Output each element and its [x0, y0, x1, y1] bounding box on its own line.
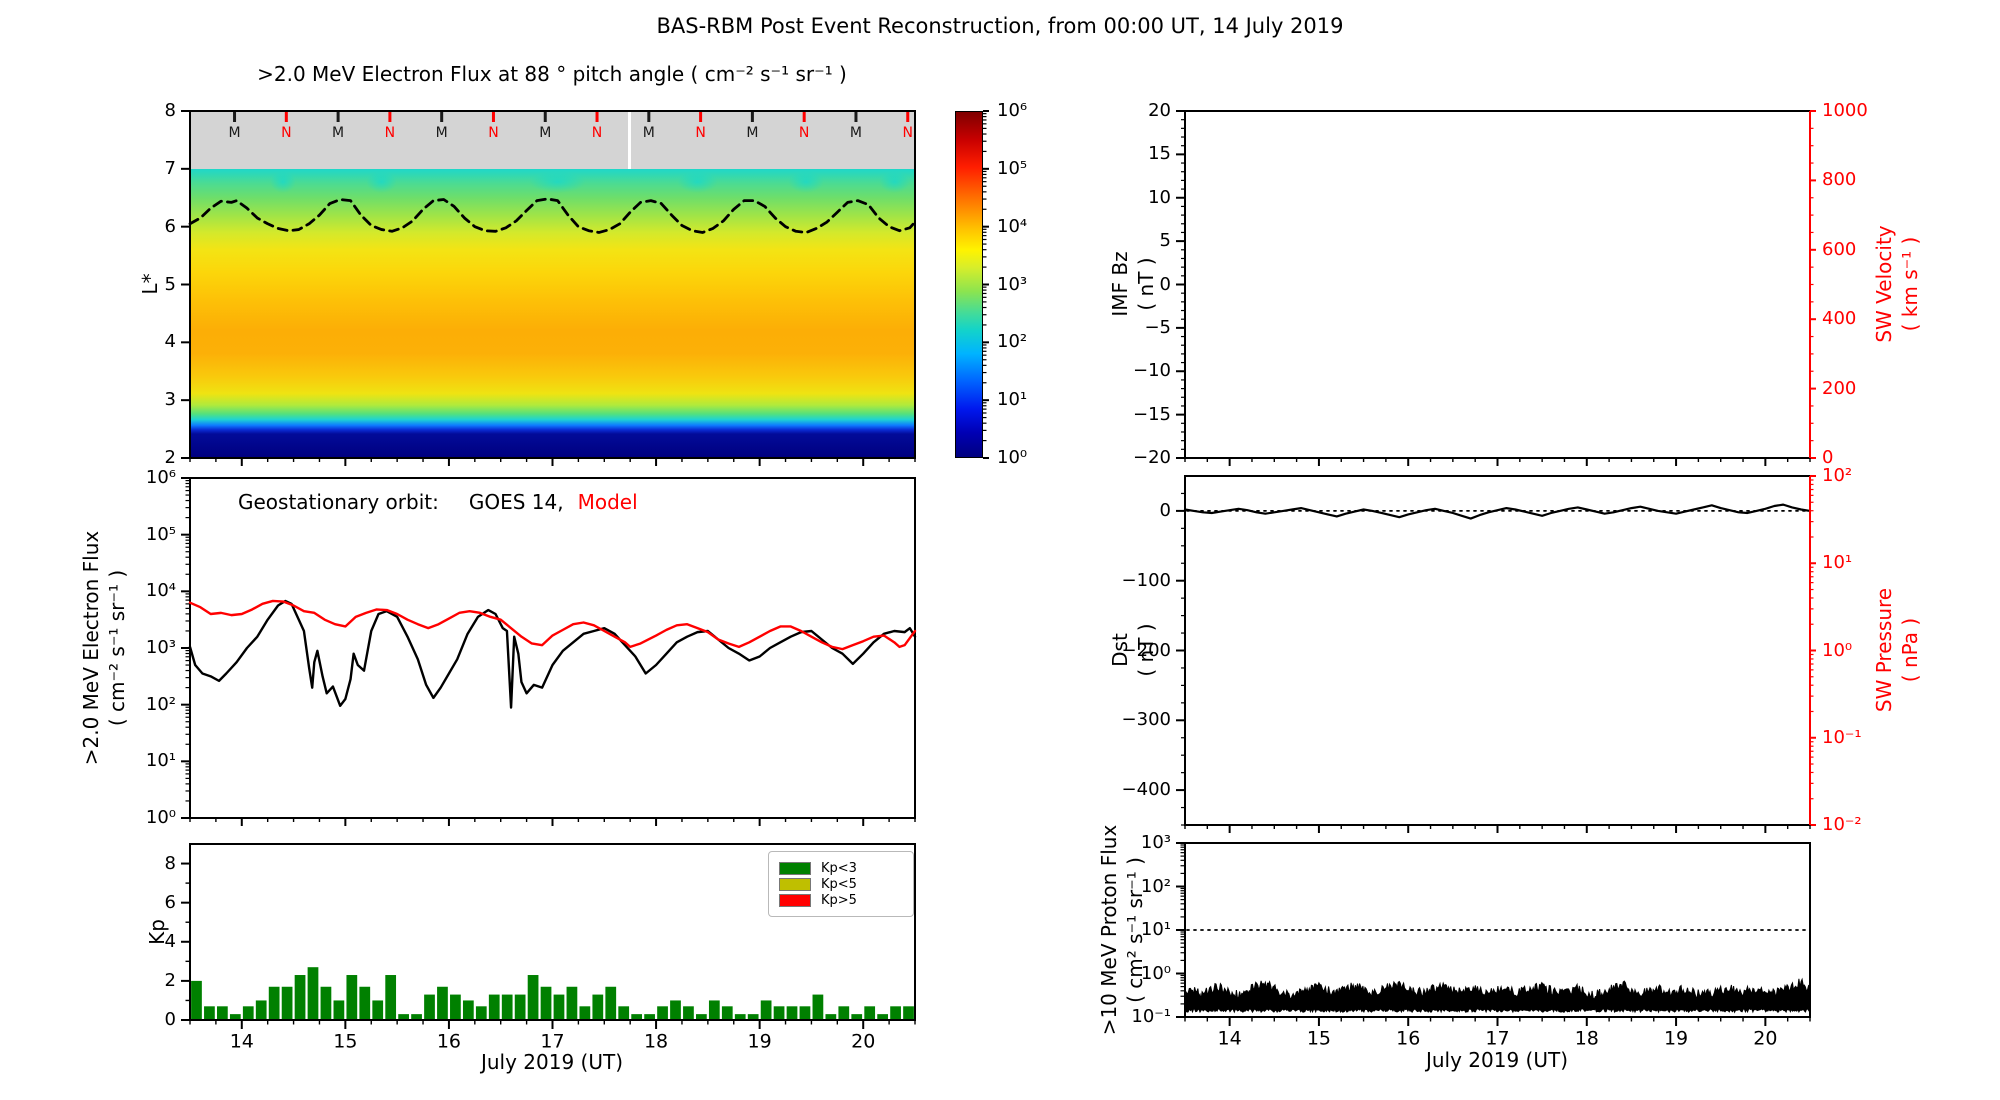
kp-bar [307, 967, 319, 1019]
heatmap-cyan-patch-4 [270, 170, 297, 193]
kp-bar [320, 986, 332, 1019]
plasmapause-dashed-line [188, 197, 917, 234]
heatmap-cyan-patch-0 [529, 170, 587, 193]
kp-bar [760, 1000, 772, 1019]
flux-annotation: Geostationary orbit: GOES 14, Model [238, 490, 638, 514]
kp-bar [191, 980, 202, 1019]
kp-bar [540, 986, 552, 1019]
kp-bar [708, 1000, 720, 1019]
kp-bar [437, 986, 448, 1019]
flux-series-model [188, 599, 917, 651]
kp-bar [773, 1006, 785, 1019]
kp-bar [488, 994, 500, 1019]
kp-bar [514, 994, 526, 1019]
annotation-prefix: Geostationary orbit: [238, 490, 439, 514]
heatmap-flux-gradient [191, 168, 914, 457]
kp-bar [359, 986, 371, 1019]
kp-bar [903, 1006, 914, 1019]
kp-bar [281, 986, 293, 1019]
kp-bar [631, 1014, 643, 1019]
kp-bar [424, 994, 435, 1019]
kp-bar [721, 1006, 733, 1019]
kp-bar [398, 1014, 409, 1019]
kp-bar [501, 994, 513, 1019]
kp-bar [890, 1006, 901, 1019]
figure-title: BAS-RBM Post Event Reconstruction, from … [656, 14, 1344, 38]
kp-gt5-label: Kp>5 [821, 893, 857, 908]
kp-bar [786, 1006, 798, 1019]
kp-bar [216, 1006, 228, 1019]
kp-bar [294, 975, 306, 1019]
kp-bar [683, 1006, 694, 1019]
kp-bar [592, 994, 604, 1019]
kp-bar [553, 994, 565, 1019]
kp-bar [799, 1006, 811, 1019]
dst-line [1183, 503, 1812, 520]
annotation-model: Model [577, 490, 638, 514]
kp-bar [255, 1000, 267, 1019]
imf-frame-black-spines [1184, 110, 1810, 459]
flux-frame [189, 477, 916, 819]
colorbar-gradient [955, 111, 983, 458]
legend-row-kp-gt5: Kp>5 [779, 894, 903, 907]
kp-bar [877, 1014, 889, 1019]
kp-gt5-swatch [779, 894, 811, 907]
kp-bar [204, 1006, 215, 1019]
kp-bar [346, 975, 358, 1019]
heatmap-data-gap-line [627, 112, 631, 169]
kp-bar [838, 1006, 850, 1019]
kp-lt5-swatch [779, 878, 811, 891]
kp-legend: Kp<3 Kp<5 Kp>5 [768, 851, 914, 917]
kp-bar [734, 1014, 746, 1019]
kp-bar [747, 1014, 759, 1019]
kp-bar [333, 1000, 345, 1019]
kp-lt3-label: Kp<3 [821, 861, 857, 876]
flux-series-goes-14 [188, 599, 917, 709]
legend-row-kp-lt3: Kp<3 [779, 862, 903, 875]
heatmap-panel-title: >2.0 MeV Electron Flux at 88 ° pitch ang… [257, 62, 847, 86]
kp-bar [411, 1014, 422, 1019]
kp-bar [644, 1014, 655, 1019]
kp-bar [825, 1014, 837, 1019]
kp-bar [864, 1006, 876, 1019]
kp-bar [385, 975, 397, 1019]
heatmap-cyan-patch-2 [366, 170, 398, 193]
heatmap-cyan-patch-1 [676, 170, 719, 193]
annotation-goes: GOES 14, [468, 490, 564, 514]
heatmap-cyan-patch-3 [788, 170, 825, 193]
kp-bar [229, 1014, 241, 1019]
heatmap-gray-band [191, 112, 914, 169]
kp-bar [618, 1006, 630, 1019]
kp-bar [372, 1000, 384, 1019]
kp-bar [268, 986, 280, 1019]
kp-bar [527, 975, 539, 1019]
kp-bar [670, 1000, 681, 1019]
kp-bar [812, 994, 824, 1019]
kp-bar [851, 1014, 863, 1019]
kp-lt5-label: Kp<5 [821, 877, 857, 892]
kp-bar [696, 1014, 707, 1019]
kp-bar [579, 1006, 591, 1019]
kp-bar [450, 994, 461, 1019]
dst-frame-black-spines [1184, 475, 1810, 826]
legend-row-kp-lt5: Kp<5 [779, 878, 903, 891]
kp-bar [566, 986, 578, 1019]
heatmap-cyan-patch-5 [878, 170, 910, 193]
kp-bar [657, 1006, 668, 1019]
kp-bar [605, 986, 617, 1019]
heatmap-frame [189, 110, 916, 459]
kp-bar [475, 1006, 487, 1019]
kp-bar [462, 1000, 474, 1019]
kp-lt3-swatch [779, 862, 811, 875]
proton-flux-noisy-band [1184, 977, 1811, 1014]
kp-bar [242, 1006, 254, 1019]
